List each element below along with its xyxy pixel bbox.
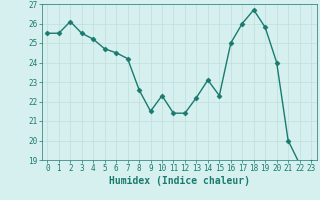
X-axis label: Humidex (Indice chaleur): Humidex (Indice chaleur) (109, 176, 250, 186)
